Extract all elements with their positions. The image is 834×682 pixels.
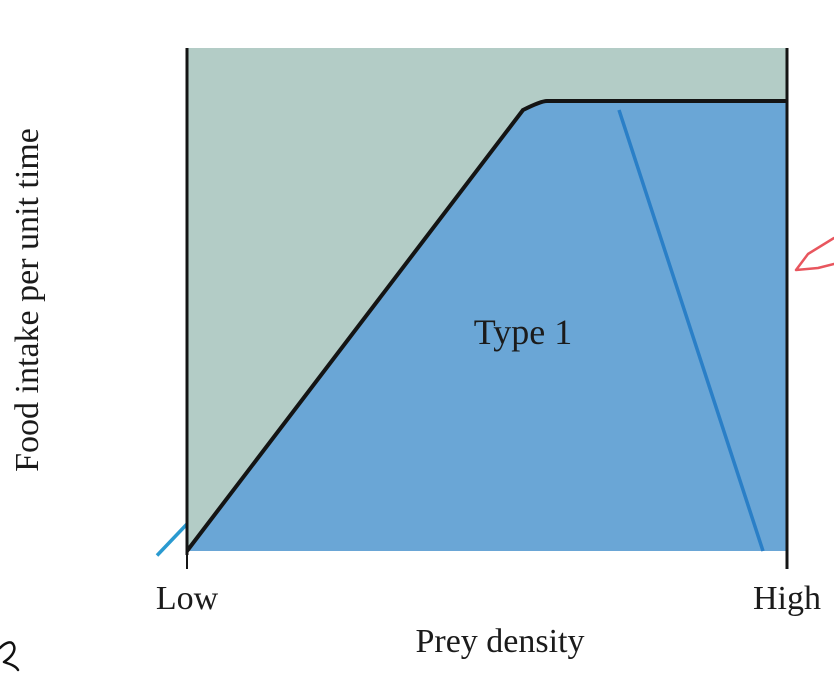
x-axis-label: Prey density — [415, 623, 584, 660]
type-1-curve — [185, 99, 787, 553]
x-tick-label-low: Low — [156, 580, 219, 617]
overlay-line-descending — [617, 109, 765, 552]
black-pen-scribble-mark — [0, 641, 20, 672]
type-1-area — [187, 101, 787, 551]
red-pen-arrow-mark — [794, 236, 834, 272]
annotation-type-1: Type 1 — [474, 312, 572, 352]
y-axis-label: Food intake per unit time — [9, 128, 46, 472]
x-tick-label-high: High — [753, 580, 821, 617]
overlay-line-origin — [155, 522, 189, 557]
